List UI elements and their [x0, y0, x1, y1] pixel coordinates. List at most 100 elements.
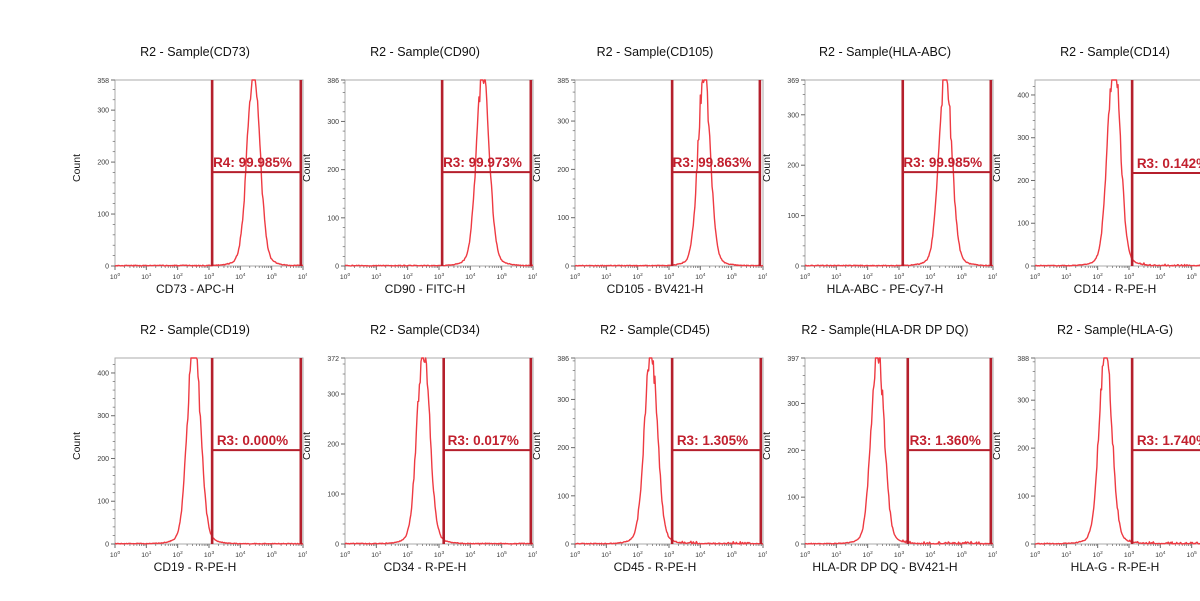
x-tick-label: 102	[403, 550, 414, 559]
x-tick-label: 100	[110, 272, 121, 281]
y-axis-label: Count	[761, 153, 773, 183]
y-tick-label: 300	[557, 397, 569, 404]
y-tick-label: 200	[1017, 178, 1029, 185]
y-axis-label: Count	[531, 431, 543, 461]
gate-percent-label: R3: 1.740%	[1137, 433, 1200, 448]
gate-percent-label: R3: 1.360%	[910, 433, 981, 448]
gate-percent-label: R3: 0.017%	[448, 433, 519, 448]
y-tick-label: 0	[105, 264, 109, 271]
x-tick-label: 106	[988, 550, 997, 559]
panel-title: R2 - Sample(CD19)	[140, 323, 250, 337]
y-tick-label: 100	[1017, 221, 1029, 228]
x-tick-label: 101	[371, 272, 382, 281]
x-tick-label: 102	[173, 272, 184, 281]
x-tick-label: 104	[925, 550, 936, 559]
gate-percent-label: R3: 99.985%	[903, 155, 982, 170]
x-axis-label: CD73 - APC-H	[155, 282, 235, 296]
panel-title: R2 - Sample(CD14)	[1060, 45, 1170, 59]
x-axis-label: CD90 - FITC-H	[384, 282, 466, 296]
x-tick-label: 101	[1061, 550, 1072, 559]
y-tick-label: 200	[327, 442, 339, 449]
x-tick-label: 100	[110, 550, 121, 559]
x-tick-label: 101	[601, 272, 612, 281]
y-tick-label: 0	[1025, 542, 1029, 549]
y-max-label: 386	[557, 356, 569, 363]
x-tick-label: 102	[1093, 550, 1104, 559]
x-tick-label: 103	[204, 550, 215, 559]
y-max-label: 358	[97, 78, 109, 85]
y-axis-label: Count	[991, 431, 1003, 461]
x-tick-label: 103	[1124, 272, 1135, 281]
y-tick-label: 300	[557, 119, 569, 126]
y-tick-label: 100	[97, 212, 109, 219]
y-tick-label: 0	[565, 542, 569, 549]
x-tick-label: 104	[465, 272, 476, 281]
x-tick-label: 100	[570, 550, 581, 559]
y-tick-label: 100	[787, 495, 799, 502]
histogram-panel-cd73: R2 - Sample(CD73) Count 100 101 102 103 104 1…	[71, 42, 307, 296]
x-tick-label: 103	[204, 272, 215, 281]
y-tick-label: 200	[557, 167, 569, 174]
x-tick-label: 104	[235, 550, 246, 559]
y-max-label: 397	[787, 356, 799, 363]
histogram-panel-cd90: R2 - Sample(CD90) Count 100 101 102 103 104 1…	[301, 42, 537, 296]
histogram-curve	[1034, 357, 1200, 545]
y-tick-label: 200	[97, 160, 109, 167]
panel-title: R2 - Sample(HLA-DR DP DQ)	[801, 323, 969, 337]
y-max-label: 386	[327, 78, 339, 85]
gate-percent-label: R3: 99.863%	[673, 155, 752, 170]
y-tick-label: 100	[97, 499, 109, 506]
histogram-panel-cd14: R2 - Sample(CD14) Count 100 101 102 103 104 1…	[991, 42, 1200, 296]
y-tick-label: 0	[565, 264, 569, 271]
x-tick-label: 101	[831, 550, 842, 559]
histogram-curve	[1034, 79, 1200, 267]
x-tick-label: 105	[1187, 550, 1198, 559]
x-tick-label: 104	[465, 550, 476, 559]
y-tick-label: 0	[105, 542, 109, 549]
x-tick-label: 100	[1030, 550, 1041, 559]
y-tick-label: 0	[335, 264, 339, 271]
x-tick-label: 100	[570, 272, 581, 281]
y-tick-label: 200	[787, 163, 799, 170]
x-tick-label: 101	[141, 550, 152, 559]
y-axis-label: Count	[991, 153, 1003, 183]
x-tick-label: 103	[664, 550, 675, 559]
histogram-curve	[804, 357, 994, 545]
x-tick-label: 106	[298, 272, 307, 281]
histogram-panel-hla-abc: R2 - Sample(HLA-ABC) Count 100 101 102 103 1…	[761, 42, 997, 296]
panel-title: R2 - Sample(HLA-ABC)	[819, 45, 951, 59]
x-tick-label: 100	[800, 550, 811, 559]
y-tick-label: 200	[1017, 446, 1029, 453]
y-tick-label: 0	[795, 542, 799, 549]
y-tick-label: 300	[787, 401, 799, 408]
y-max-label: 388	[1017, 356, 1029, 363]
y-tick-label: 300	[97, 413, 109, 420]
y-tick-label: 200	[97, 456, 109, 463]
x-tick-label: 106	[988, 272, 997, 281]
y-max-label: 372	[327, 356, 339, 363]
y-axis-label: Count	[301, 153, 313, 183]
histogram-curve	[574, 79, 764, 267]
x-tick-label: 106	[528, 272, 537, 281]
x-tick-label: 106	[758, 272, 767, 281]
x-tick-label: 101	[371, 550, 382, 559]
x-tick-label: 102	[863, 550, 874, 559]
x-tick-label: 102	[403, 272, 414, 281]
gate-percent-label: R3: 0.000%	[217, 433, 288, 448]
x-tick-label: 105	[957, 272, 968, 281]
y-tick-label: 100	[557, 215, 569, 222]
histogram-curve	[344, 79, 534, 267]
x-tick-label: 105	[267, 550, 278, 559]
histogram-curve	[804, 79, 994, 267]
x-tick-label: 101	[831, 272, 842, 281]
x-axis-label: CD45 - R-PE-H	[613, 560, 697, 574]
x-tick-label: 104	[1155, 272, 1166, 281]
x-axis-label: CD34 - R-PE-H	[383, 560, 467, 574]
y-tick-label: 100	[327, 215, 339, 222]
y-max-label: 369	[787, 78, 799, 85]
